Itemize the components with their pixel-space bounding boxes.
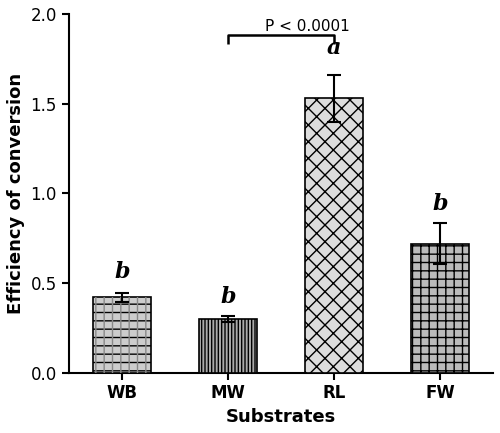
Text: P < 0.0001: P < 0.0001 [265, 19, 349, 34]
Text: b: b [114, 261, 130, 283]
Bar [411, 243, 469, 373]
Y-axis label: Efficiency of conversion: Efficiency of conversion [7, 73, 25, 314]
Bar [92, 297, 151, 373]
Bar [92, 297, 151, 373]
Text: b: b [220, 286, 236, 308]
Bar [304, 98, 363, 373]
X-axis label: Substrates: Substrates [226, 408, 336, 426]
Bar [198, 319, 257, 373]
Text: b: b [432, 193, 448, 215]
Text: a: a [326, 37, 341, 59]
